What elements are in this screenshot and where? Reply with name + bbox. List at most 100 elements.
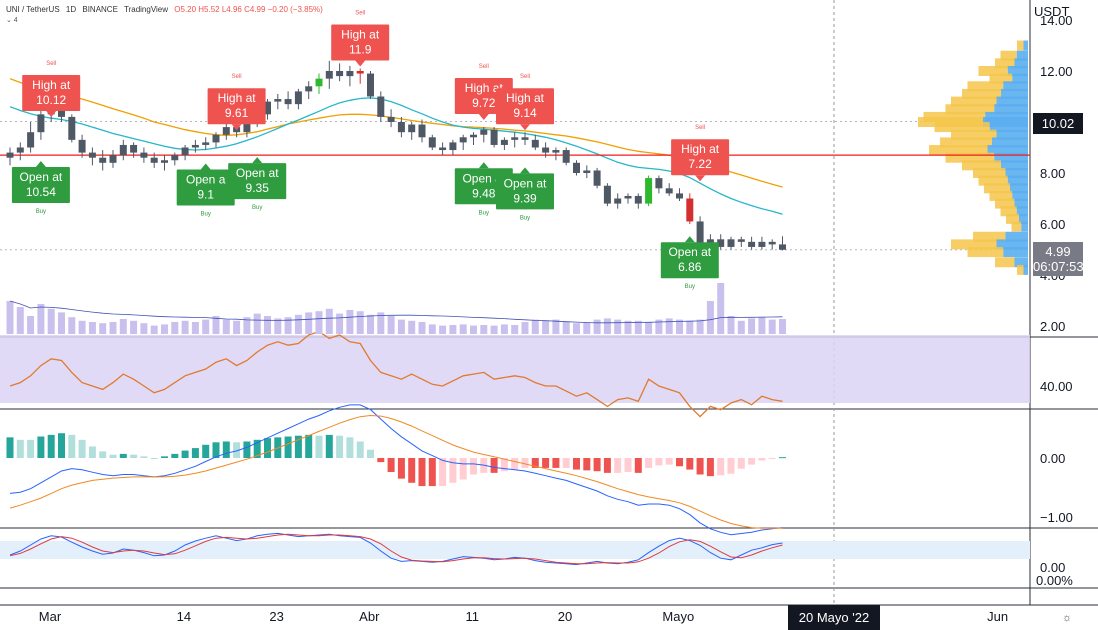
- candle-body[interactable]: [387, 116, 395, 122]
- candle-body[interactable]: [243, 122, 251, 133]
- candle-body[interactable]: [119, 144, 127, 156]
- macd-histogram-bar: [634, 458, 642, 473]
- volume-bar: [408, 320, 416, 334]
- candle-body[interactable]: [274, 99, 282, 102]
- candle-body[interactable]: [624, 195, 632, 199]
- candle-body[interactable]: [645, 178, 653, 204]
- candle-body[interactable]: [603, 185, 611, 204]
- candle-body[interactable]: [500, 139, 508, 145]
- candle-body[interactable]: [6, 152, 14, 158]
- candle-body[interactable]: [768, 241, 776, 245]
- candle-body[interactable]: [377, 96, 385, 117]
- candle-body[interactable]: [315, 78, 323, 87]
- candle-body[interactable]: [511, 137, 519, 140]
- volume-profile-row-down: [992, 137, 1028, 148]
- candle-body[interactable]: [480, 129, 488, 135]
- volume-profile-row-up: [989, 190, 1013, 201]
- candle-body[interactable]: [181, 147, 189, 156]
- candle-body[interactable]: [336, 71, 344, 77]
- candle-body[interactable]: [202, 142, 210, 145]
- candle-body[interactable]: [130, 144, 138, 153]
- stochastic-pane[interactable]: [0, 532, 1030, 566]
- candle-body[interactable]: [99, 157, 107, 163]
- candle-body[interactable]: [222, 127, 230, 135]
- candle-body[interactable]: [397, 122, 405, 133]
- price-axis-unit[interactable]: USDT: [1034, 4, 1070, 19]
- candle-body[interactable]: [779, 244, 786, 250]
- macd-histogram-bar: [27, 439, 35, 458]
- price-candles[interactable]: [6, 60, 787, 275]
- candle-body[interactable]: [439, 147, 447, 151]
- candle-body[interactable]: [37, 114, 45, 133]
- price-tick-label: 2.00: [1040, 319, 1065, 334]
- candle-body[interactable]: [573, 162, 580, 173]
- candle-body[interactable]: [542, 147, 550, 153]
- candle-body[interactable]: [294, 91, 302, 105]
- candle-body[interactable]: [737, 239, 745, 242]
- candle-body[interactable]: [696, 221, 704, 247]
- candle-body[interactable]: [140, 152, 148, 158]
- candle-body[interactable]: [686, 198, 694, 222]
- candle-body[interactable]: [27, 132, 35, 148]
- time-tick-label: Mar: [39, 609, 62, 624]
- candle-body[interactable]: [449, 142, 457, 151]
- candle-body[interactable]: [88, 152, 96, 158]
- candle-body[interactable]: [150, 157, 158, 163]
- candle-body[interactable]: [325, 71, 333, 79]
- rsi-pane[interactable]: [0, 330, 1030, 418]
- symbol-name[interactable]: UNI / TetherUS: [6, 5, 60, 14]
- candle-body[interactable]: [634, 195, 642, 204]
- macd-histogram-bar: [614, 458, 622, 473]
- candle-body[interactable]: [161, 160, 168, 163]
- candle-body[interactable]: [212, 134, 220, 143]
- candle-body[interactable]: [58, 106, 65, 117]
- candle-body[interactable]: [418, 124, 426, 138]
- volume-bar: [593, 319, 601, 334]
- candle-body[interactable]: [346, 71, 354, 77]
- candle-body[interactable]: [428, 137, 436, 148]
- candle-body[interactable]: [356, 71, 364, 74]
- candle-body[interactable]: [655, 178, 663, 189]
- candle-body[interactable]: [583, 170, 591, 173]
- candle-body[interactable]: [470, 134, 477, 138]
- candle-body[interactable]: [191, 144, 199, 148]
- symbol-header[interactable]: UNI / TetherUS 1D BINANCE TradingView O5…: [6, 5, 327, 14]
- macd-pane[interactable]: [6, 404, 787, 536]
- macd-histogram-bar: [439, 458, 447, 487]
- candle-body[interactable]: [68, 116, 76, 140]
- candle-body[interactable]: [717, 239, 725, 247]
- candle-body[interactable]: [614, 198, 622, 204]
- candle-body[interactable]: [562, 150, 570, 163]
- candle-body[interactable]: [367, 73, 374, 97]
- candle-body[interactable]: [78, 139, 86, 153]
- candle-body[interactable]: [552, 150, 560, 153]
- candle-body[interactable]: [593, 170, 601, 186]
- volume-bar: [78, 320, 86, 334]
- candle-body[interactable]: [490, 129, 498, 145]
- stochastic-k-line: [9, 532, 783, 566]
- candle-body[interactable]: [171, 155, 179, 161]
- candle-body[interactable]: [665, 188, 673, 194]
- candle-body[interactable]: [109, 155, 117, 163]
- volume-profile-row-up: [984, 183, 1010, 194]
- candle-body[interactable]: [748, 241, 756, 247]
- candle-body[interactable]: [264, 101, 271, 115]
- indicators-toggle[interactable]: ⌄ 4: [6, 17, 18, 24]
- candle-body[interactable]: [521, 137, 529, 140]
- volume-bar: [490, 325, 498, 334]
- candle-body[interactable]: [459, 137, 467, 143]
- candle-body[interactable]: [284, 99, 292, 105]
- candle-body[interactable]: [758, 241, 766, 247]
- volume-profile-row-up: [989, 73, 1013, 84]
- volume-profile-row-up: [995, 257, 1015, 268]
- candle-body[interactable]: [676, 193, 683, 199]
- candle-body[interactable]: [305, 86, 313, 92]
- buy-signal-text: Open a: [186, 173, 226, 187]
- candle-body[interactable]: [727, 239, 735, 247]
- settings-gear-icon[interactable]: ☼: [1062, 612, 1073, 624]
- candle-body[interactable]: [16, 147, 24, 153]
- candle-body[interactable]: [408, 124, 416, 133]
- candle-body[interactable]: [531, 139, 539, 148]
- interval-label[interactable]: 1D: [65, 5, 77, 14]
